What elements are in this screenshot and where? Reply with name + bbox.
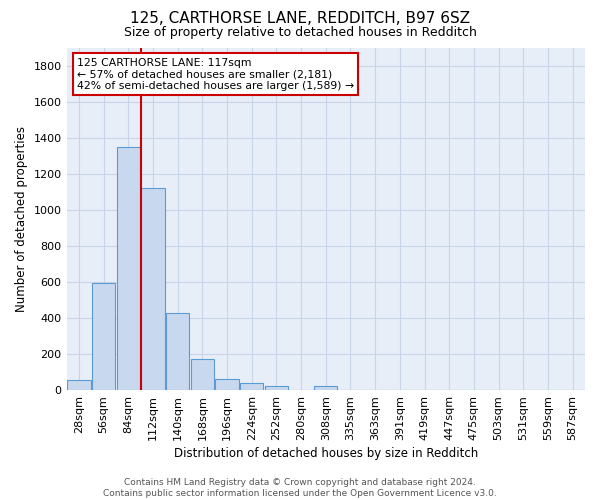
Bar [215, 380, 239, 390]
Text: Contains HM Land Registry data © Crown copyright and database right 2024.
Contai: Contains HM Land Registry data © Crown c… [103, 478, 497, 498]
Text: 125, CARTHORSE LANE, REDDITCH, B97 6SZ: 125, CARTHORSE LANE, REDDITCH, B97 6SZ [130, 11, 470, 26]
Text: 125 CARTHORSE LANE: 117sqm
← 57% of detached houses are smaller (2,181)
42% of s: 125 CARTHORSE LANE: 117sqm ← 57% of deta… [77, 58, 354, 91]
Bar [240, 383, 263, 390]
Bar [116, 146, 140, 390]
Bar [265, 386, 288, 390]
Text: Size of property relative to detached houses in Redditch: Size of property relative to detached ho… [124, 26, 476, 39]
Bar [166, 314, 190, 390]
Bar [191, 360, 214, 390]
Y-axis label: Number of detached properties: Number of detached properties [15, 126, 28, 312]
Bar [141, 188, 164, 390]
Bar [67, 380, 91, 390]
X-axis label: Distribution of detached houses by size in Redditch: Distribution of detached houses by size … [173, 447, 478, 460]
Bar [92, 283, 115, 390]
Bar [314, 386, 337, 390]
